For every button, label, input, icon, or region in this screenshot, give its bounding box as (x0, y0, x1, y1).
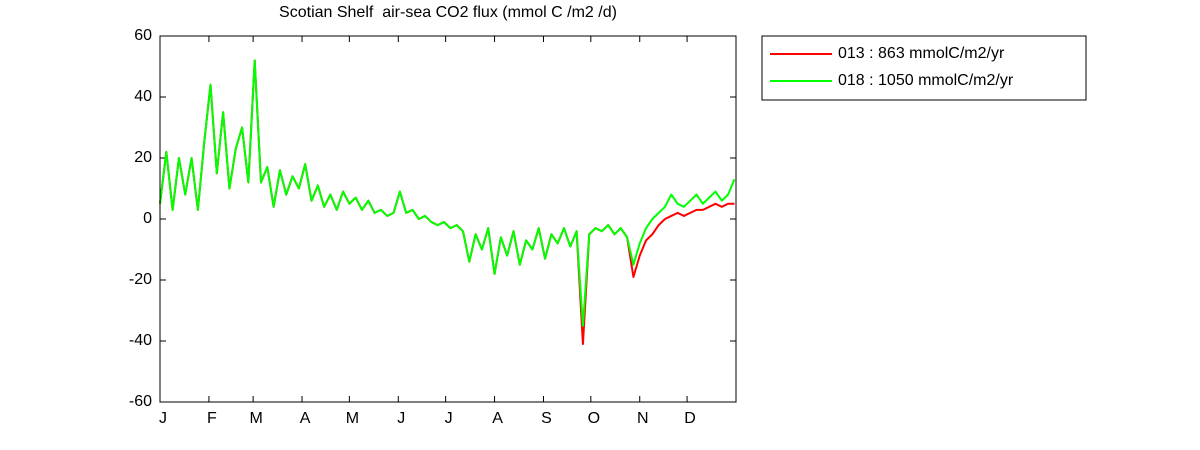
chart-title: Scotian Shelf air-sea CO2 flux (mmol C /… (279, 4, 617, 21)
x-tick-label: F (207, 410, 217, 427)
x-tick-label: A (492, 410, 503, 427)
y-tick-label: 0 (143, 210, 152, 227)
y-tick-label: -20 (129, 271, 152, 288)
legend-box (761, 35, 1087, 101)
legend-label: 013 : 863 mmolC/m2/yr (838, 45, 1005, 62)
x-tick-label: J (445, 410, 453, 427)
y-tick-label: -60 (129, 393, 152, 410)
x-tick-label: M (346, 410, 359, 427)
x-tick-label: M (249, 410, 262, 427)
x-tick-label: A (300, 410, 311, 427)
x-tick-label: S (541, 410, 552, 427)
y-tick-label: 40 (134, 88, 152, 105)
y-tick-label: -40 (129, 332, 152, 349)
x-tick-label: J (397, 410, 405, 427)
x-tick-label: O (588, 410, 600, 427)
x-tick-label: J (159, 410, 167, 427)
x-tick-label: D (684, 410, 696, 427)
y-tick-label: 60 (134, 27, 152, 44)
y-tick-label: 20 (134, 149, 152, 166)
legend-label: 018 : 1050 mmolC/m2/yr (838, 72, 1014, 89)
x-tick-label: N (637, 410, 649, 427)
plot-area (160, 36, 736, 402)
data-line (159, 59, 736, 327)
axes-box (159, 35, 737, 403)
